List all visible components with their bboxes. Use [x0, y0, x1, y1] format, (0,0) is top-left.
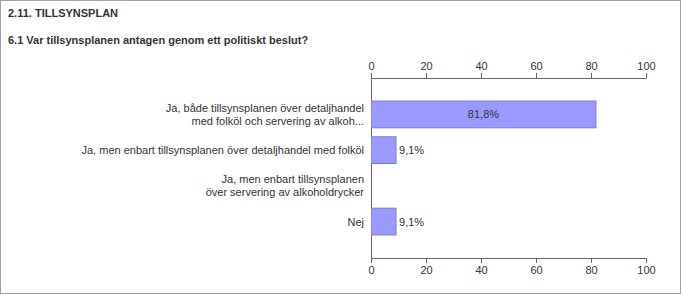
bar: [371, 137, 396, 164]
bar: [371, 208, 396, 235]
x-axis-top: 0 20 40 60 80 100: [368, 60, 655, 79]
tick-mark: [481, 73, 482, 78]
tick-mark: [481, 258, 482, 263]
category-label: Ja, men enbart tillsynsplanen över detal…: [82, 144, 365, 156]
tick: 80: [585, 60, 597, 78]
category-label-line: Nej: [347, 216, 364, 228]
tick-label: 100: [637, 60, 655, 72]
axis-line: [372, 78, 647, 79]
tick: 20: [420, 258, 432, 276]
data-label: 81,8%: [468, 108, 499, 120]
tick-mark: [371, 73, 372, 78]
data-labels: 81,8% 9,1% 9,1%: [399, 108, 499, 227]
tick: 40: [475, 258, 487, 276]
category-label: Ja, men enbart tillsynsplanenöver server…: [206, 173, 365, 198]
tick: 100: [637, 258, 655, 276]
tick-mark: [591, 73, 592, 78]
axis-line: [372, 258, 647, 259]
tick: 60: [530, 60, 542, 78]
tick-mark: [591, 258, 592, 263]
category-label-line: Ja, men enbart tillsynsplanen: [222, 173, 364, 185]
section-title: 2.11. TILLSYNSPLAN: [8, 7, 118, 19]
tick-label: 0: [368, 264, 374, 276]
tick-label: 20: [420, 264, 432, 276]
tick: 60: [530, 258, 542, 276]
bars: [371, 101, 596, 235]
tick-label: 80: [585, 60, 597, 72]
category-label-line: Ja, men enbart tillsynsplanen över detal…: [82, 144, 365, 156]
bar: [371, 101, 596, 128]
tick-label: 0: [368, 60, 374, 72]
tick: 100: [637, 60, 655, 78]
category-label: Ja, både tillsynsplanen över detaljhande…: [166, 102, 364, 127]
x-axis-bottom: 0 20 40 60 80 100: [368, 258, 655, 276]
tick-label: 40: [475, 60, 487, 72]
chart-title: 6.1 Var tillsynsplanen antagen genom ett…: [8, 34, 308, 46]
data-label: 9,1%: [399, 216, 424, 228]
tick: 40: [475, 60, 487, 78]
category-label-line: med folköl och servering av alkoh...: [192, 115, 364, 127]
tick: 0: [368, 60, 374, 78]
tick-mark: [426, 258, 427, 263]
tick-label: 80: [585, 264, 597, 276]
tick-label: 60: [530, 264, 542, 276]
tick-mark: [371, 258, 372, 263]
tick-mark: [536, 258, 537, 263]
category-label-line: över servering av alkoholdrycker: [206, 186, 365, 198]
bar: [371, 172, 372, 199]
tick: 20: [420, 60, 432, 78]
category-label: Nej: [347, 216, 364, 228]
category-label-line: Ja, både tillsynsplanen över detaljhande…: [166, 102, 364, 114]
tick: 0: [368, 258, 374, 276]
tick-mark: [426, 73, 427, 78]
frame: [1, 1, 681, 294]
tick-label: 100: [637, 264, 655, 276]
tick-mark: [646, 258, 647, 263]
tick-mark: [536, 73, 537, 78]
tick: 80: [585, 258, 597, 276]
chart-svg: 2.11. TILLSYNSPLAN 6.1 Var tillsynsplanen…: [0, 0, 681, 294]
data-label: 9,1%: [399, 144, 424, 156]
tick-label: 20: [420, 60, 432, 72]
tick-label: 40: [475, 264, 487, 276]
tick-label: 60: [530, 60, 542, 72]
tick-mark: [646, 73, 647, 78]
